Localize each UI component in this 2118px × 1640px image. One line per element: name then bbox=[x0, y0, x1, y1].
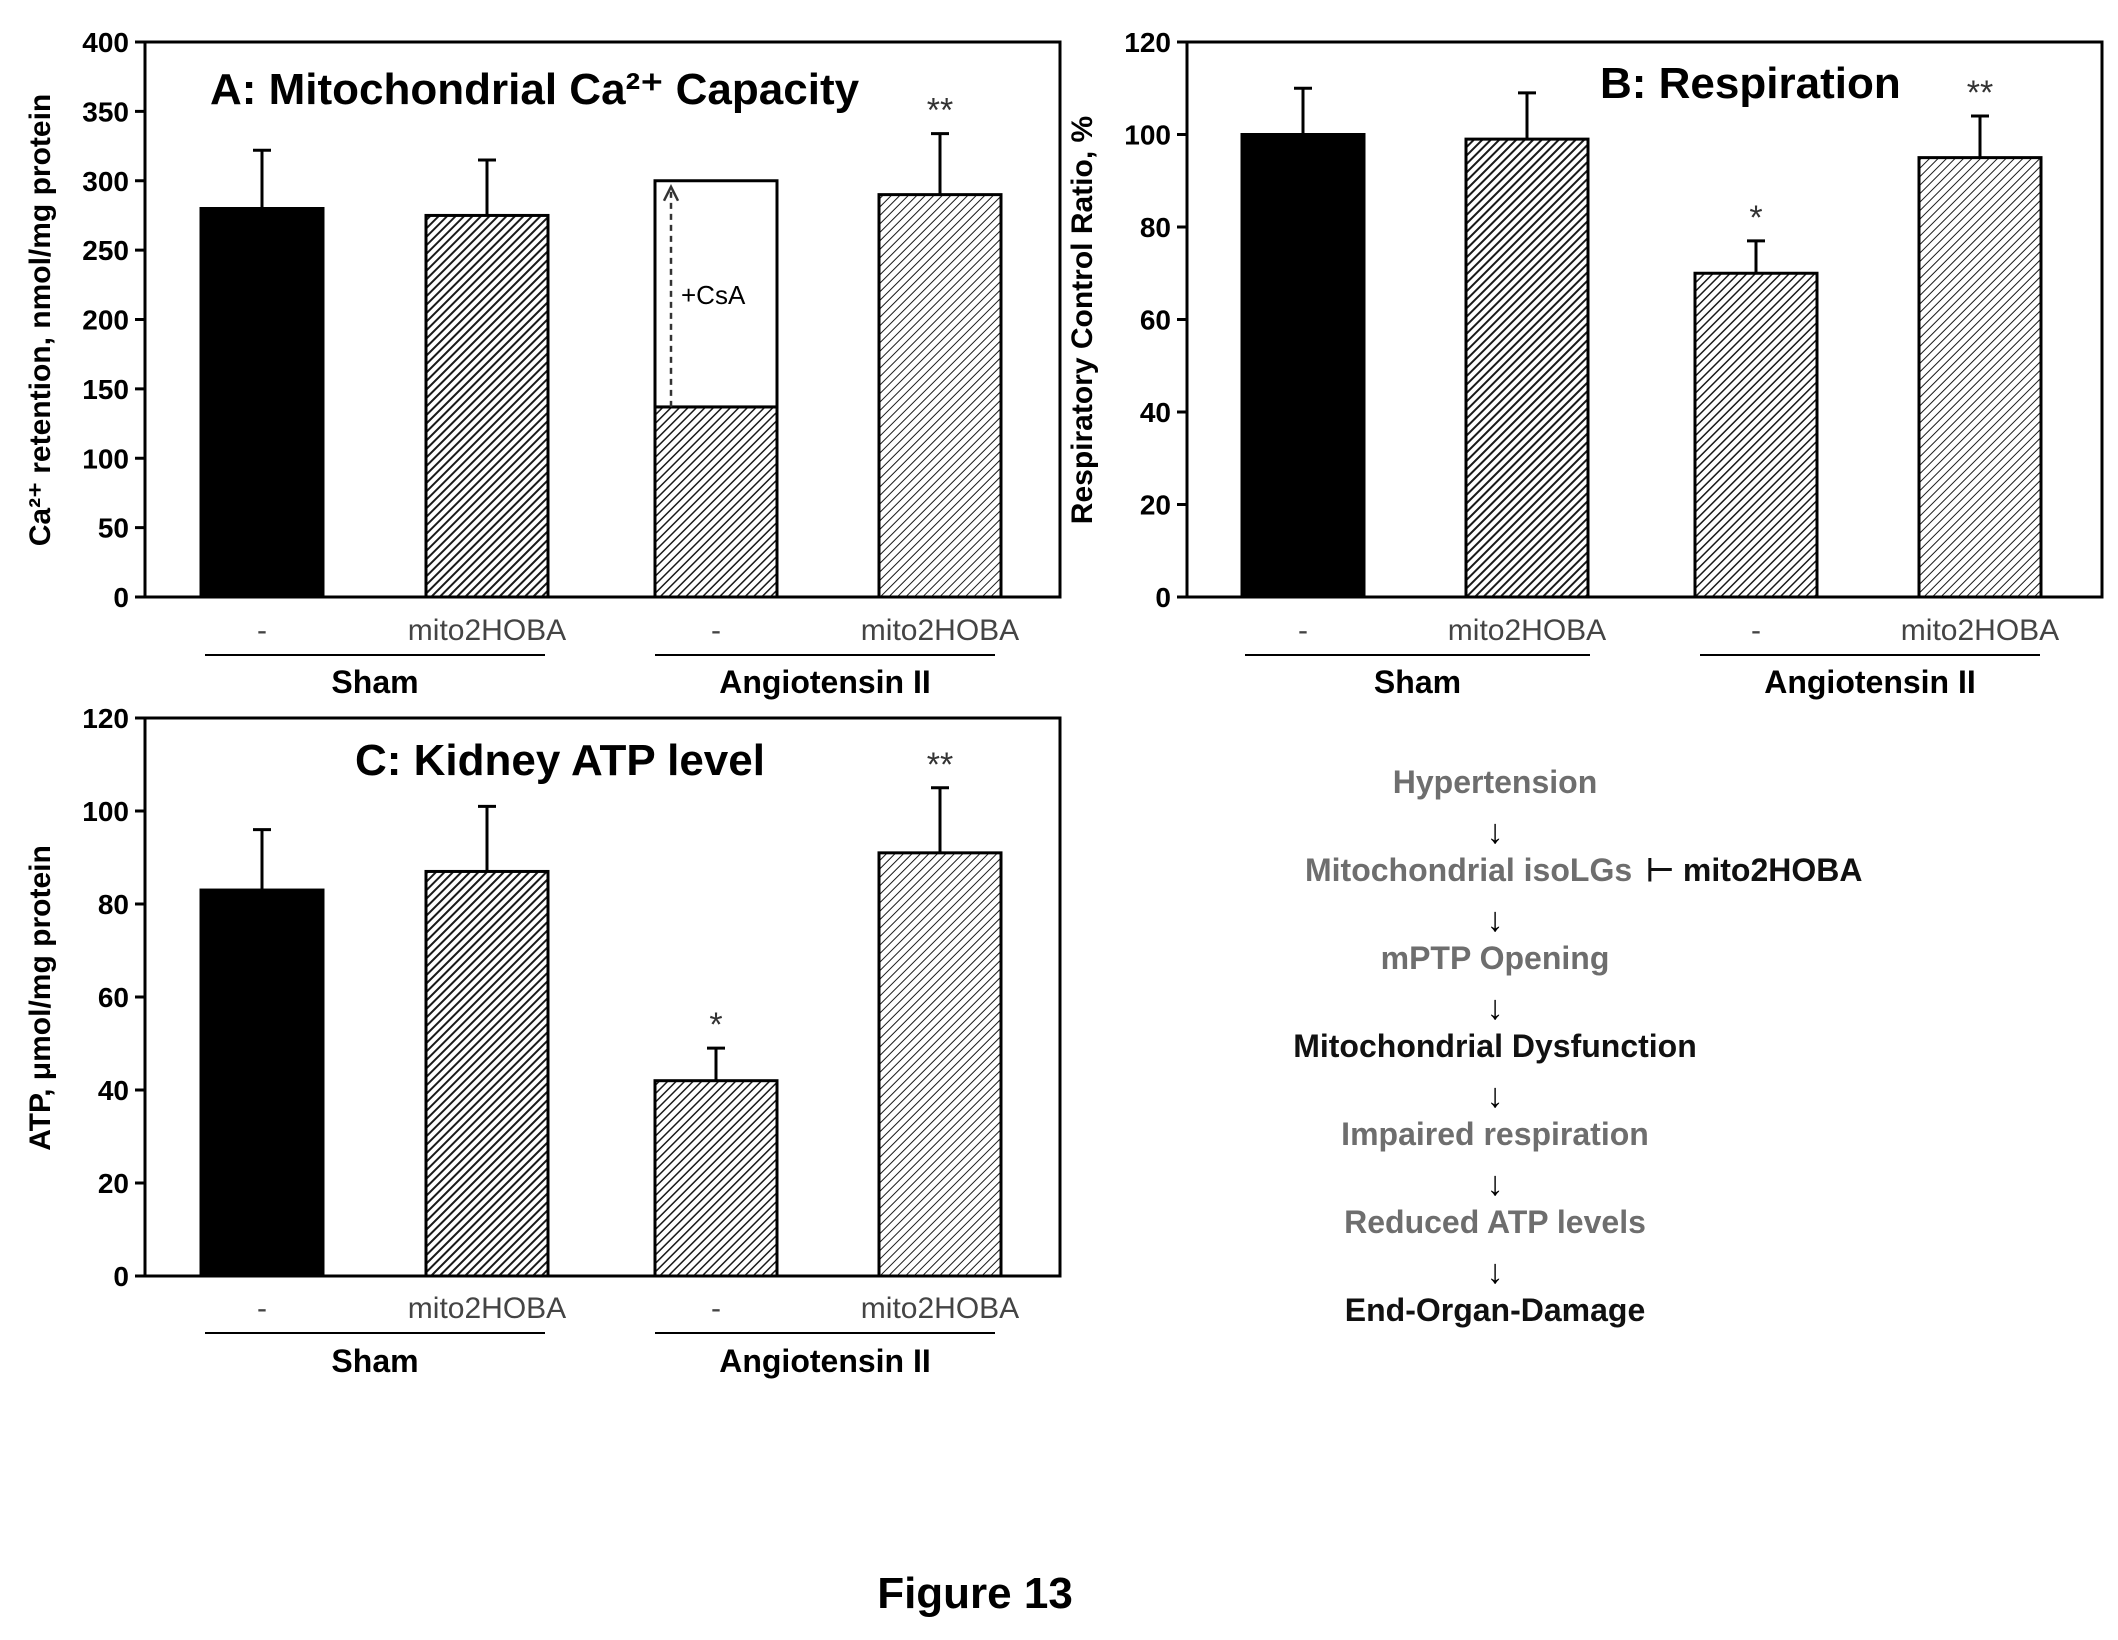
bar bbox=[424, 869, 550, 1278]
pathway-flowchart: Hypertension↓Mitochondrial isoLGs ⊢ mito2… bbox=[1293, 764, 1862, 1328]
flow-arrow-icon: ↓ bbox=[1487, 1077, 1504, 1115]
category-label: mito2HOBA bbox=[861, 1292, 1019, 1325]
inhibitor-label: mito2HOBA bbox=[1683, 852, 1863, 888]
y-axis-title: Respiratory Control Ratio, % bbox=[1066, 116, 1099, 524]
flowchart-step: Mitochondrial isoLGs ⊢ mito2HOBA bbox=[1305, 852, 1862, 888]
bar bbox=[1464, 137, 1590, 599]
y-tick-label: 250 bbox=[82, 235, 129, 266]
csa-label: +CsA bbox=[681, 280, 746, 310]
category-label: - bbox=[711, 614, 721, 647]
panel-a-title: A: Mitochondrial Ca²⁺ Capacity bbox=[210, 65, 860, 114]
group-label: Sham bbox=[331, 664, 418, 700]
flowchart-step: mPTP Opening bbox=[1381, 940, 1610, 976]
y-tick-label: 100 bbox=[82, 443, 129, 474]
y-tick-label: 120 bbox=[82, 703, 129, 734]
category-label: mito2HOBA bbox=[1901, 614, 2059, 647]
significance-marker: * bbox=[1749, 199, 1762, 237]
flow-arrow-icon: ↓ bbox=[1487, 813, 1504, 851]
figure-caption: Figure 13 bbox=[877, 1569, 1073, 1618]
y-tick-label: 20 bbox=[1140, 490, 1171, 521]
y-tick-label: 350 bbox=[82, 96, 129, 127]
y-tick-label: 80 bbox=[1140, 212, 1171, 243]
y-tick-label: 100 bbox=[1124, 120, 1171, 151]
category-label: mito2HOBA bbox=[1448, 614, 1606, 647]
bar bbox=[653, 405, 779, 599]
bar bbox=[877, 851, 1003, 1278]
category-label: - bbox=[1298, 614, 1308, 647]
category-label: - bbox=[1751, 614, 1761, 647]
bar bbox=[1917, 156, 2043, 599]
csa-arrow-head bbox=[662, 183, 680, 202]
flowchart-step: Mitochondrial Dysfunction bbox=[1293, 1028, 1697, 1064]
csa-recovery-box bbox=[653, 179, 779, 409]
panel-c-chart: C: Kidney ATP level 0 20 40 60 80 100 120 ATP, … bbox=[24, 703, 1062, 1379]
category-label: - bbox=[257, 1292, 267, 1325]
y-tick-label: 40 bbox=[1140, 397, 1171, 428]
flowchart-step: Reduced ATP levels bbox=[1344, 1204, 1646, 1240]
y-tick-label: 20 bbox=[98, 1168, 129, 1199]
y-tick-label: 300 bbox=[82, 166, 129, 197]
bar bbox=[653, 1079, 779, 1278]
bar bbox=[877, 193, 1003, 599]
y-tick-label: 80 bbox=[98, 889, 129, 920]
significance-marker: * bbox=[709, 1006, 722, 1044]
y-axis-title: Ca²⁺ retention, nmol/mg protein bbox=[24, 94, 57, 547]
y-tick-label: 0 bbox=[1155, 582, 1171, 613]
bar bbox=[199, 207, 325, 599]
inhibit-symbol: ⊢ bbox=[1646, 852, 1683, 888]
y-tick-label: 120 bbox=[1124, 27, 1171, 58]
flow-arrow-icon: ↓ bbox=[1487, 901, 1504, 939]
panel-b-title: B: Respiration bbox=[1600, 59, 1901, 108]
panel-a-chart: A: Mitochondrial Ca²⁺ Capacity 0 50 100 150… bbox=[24, 27, 1062, 700]
category-label: - bbox=[711, 1292, 721, 1325]
flowchart-step: Hypertension bbox=[1393, 764, 1597, 800]
flow-arrow-icon: ↓ bbox=[1487, 1253, 1504, 1291]
y-tick-label: 200 bbox=[82, 305, 129, 336]
y-axis-title: ATP, μmol/mg protein bbox=[24, 845, 57, 1151]
group-label: Angiotensin II bbox=[719, 664, 931, 700]
y-tick-label: 60 bbox=[1140, 305, 1171, 336]
category-label: mito2HOBA bbox=[408, 614, 566, 647]
group-label: Sham bbox=[1374, 664, 1461, 700]
flow-arrow-icon: ↓ bbox=[1487, 989, 1504, 1027]
group-label: Angiotensin II bbox=[719, 1343, 931, 1379]
y-tick-label: 0 bbox=[113, 1261, 129, 1292]
category-label: mito2HOBA bbox=[408, 1292, 566, 1325]
panel-b-chart: B: Respiration 0 20 40 60 80 100 120 Respirator… bbox=[1066, 27, 2104, 700]
bar bbox=[1240, 133, 1366, 599]
bar bbox=[199, 888, 325, 1278]
group-label: Sham bbox=[331, 1343, 418, 1379]
y-tick-label: 150 bbox=[82, 374, 129, 405]
significance-marker: ** bbox=[927, 746, 953, 784]
y-tick-label: 0 bbox=[113, 582, 129, 613]
panel-c-title: C: Kidney ATP level bbox=[355, 736, 765, 785]
bar bbox=[1693, 271, 1819, 599]
y-tick-label: 400 bbox=[82, 27, 129, 58]
flowchart-step: Impaired respiration bbox=[1341, 1116, 1649, 1152]
y-tick-label: 60 bbox=[98, 982, 129, 1013]
flowchart-step: End-Organ-Damage bbox=[1345, 1292, 1645, 1328]
category-label: - bbox=[257, 614, 267, 647]
y-tick-label: 40 bbox=[98, 1075, 129, 1106]
bar bbox=[424, 213, 550, 599]
flow-arrow-icon: ↓ bbox=[1487, 1165, 1504, 1203]
y-tick-label: 50 bbox=[98, 513, 129, 544]
significance-marker: ** bbox=[1967, 74, 1993, 112]
group-label: Angiotensin II bbox=[1764, 664, 1976, 700]
significance-marker: ** bbox=[927, 92, 953, 130]
y-tick-label: 100 bbox=[82, 796, 129, 827]
category-label: mito2HOBA bbox=[861, 614, 1019, 647]
